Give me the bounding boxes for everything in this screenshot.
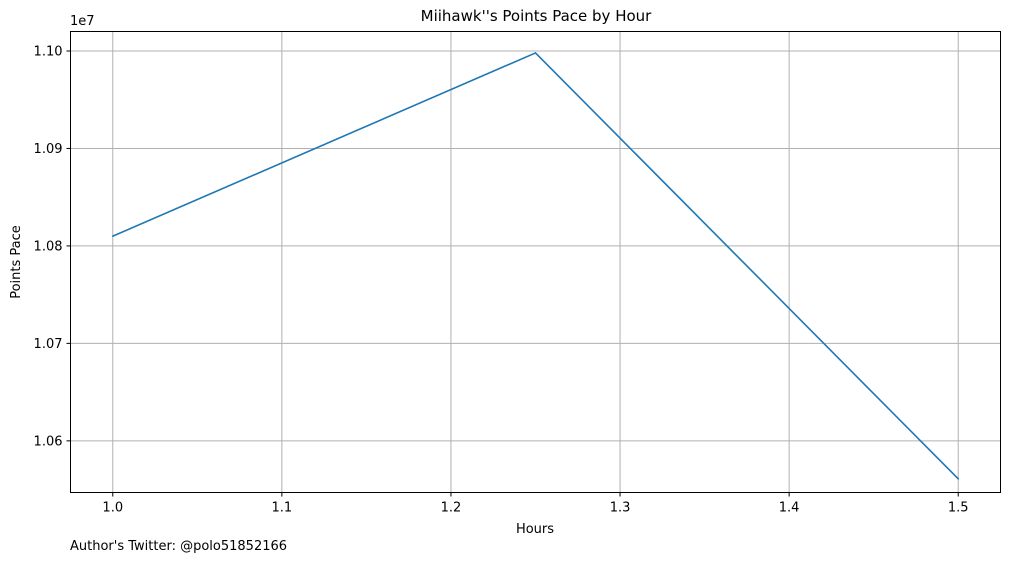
chart-title: Miihawk''s Points Pace by Hour bbox=[421, 7, 653, 25]
data-point bbox=[957, 478, 960, 480]
series-group bbox=[111, 52, 960, 480]
y-tick-label: 1.06 bbox=[34, 434, 63, 449]
x-axis-label: Hours bbox=[516, 522, 554, 537]
x-tick-label: 1.4 bbox=[779, 501, 800, 516]
y-axis-label: Points Pace bbox=[9, 225, 24, 299]
x-tick-label: 1.3 bbox=[610, 501, 631, 516]
x-tick-label: 1.1 bbox=[272, 501, 293, 516]
author-note: Author's Twitter: @polo51852166 bbox=[70, 539, 287, 554]
x-tick-label: 1.2 bbox=[441, 501, 462, 516]
series-line bbox=[112, 52, 959, 480]
y-tick-label: 1.09 bbox=[34, 142, 63, 157]
data-point bbox=[111, 235, 114, 237]
plot-frame bbox=[70, 31, 1001, 493]
y-tick-label: 1.08 bbox=[34, 239, 63, 254]
y-tick-label: 1.07 bbox=[34, 337, 63, 352]
data-point bbox=[534, 52, 537, 54]
y-tick-label: 1.10 bbox=[34, 44, 63, 59]
x-tick-label: 1.5 bbox=[948, 501, 969, 516]
grid bbox=[70, 31, 1001, 493]
y-axis-offset-label: 1e7 bbox=[70, 14, 95, 29]
x-tick-label: 1.0 bbox=[102, 501, 123, 516]
ticks: 1.0 1.1 1.2 1.3 1.4 1.5 1.06 1.07 1.08 1.09 1.10 bbox=[34, 44, 969, 515]
